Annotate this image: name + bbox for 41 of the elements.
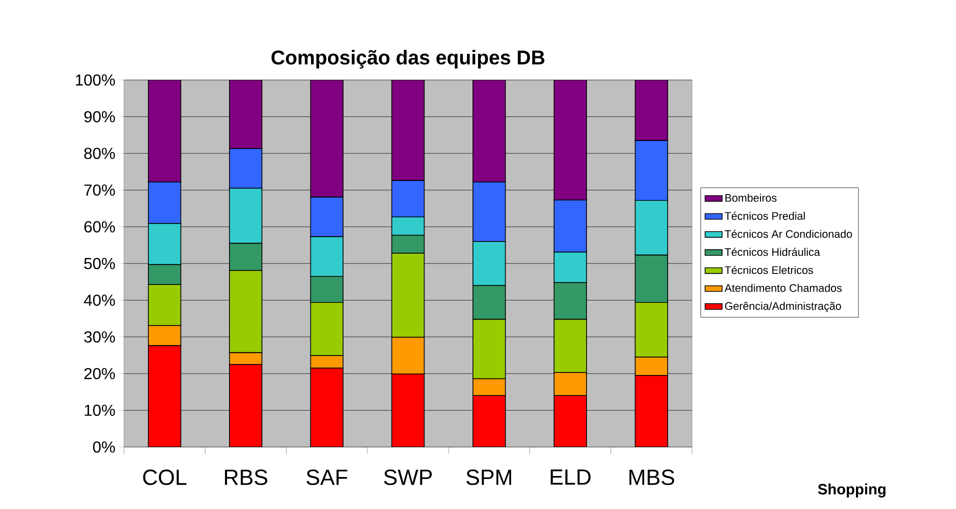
legend-label: Atendimento Chamados xyxy=(724,284,842,292)
bar xyxy=(391,80,425,181)
y-tick-label: 70% xyxy=(84,184,115,196)
text: Shopping xyxy=(818,484,886,498)
bar xyxy=(148,345,182,448)
bar xyxy=(148,80,182,182)
x-tick-label: RBS xyxy=(224,470,268,486)
x-tick-label: SAF xyxy=(306,470,348,486)
legend-label: Bombeiros xyxy=(725,194,776,202)
bar xyxy=(554,395,587,448)
legend-label: Técnicos Predial xyxy=(724,212,805,220)
bar xyxy=(634,375,668,448)
y-tick-label: 0% xyxy=(93,441,115,453)
bar xyxy=(472,80,506,182)
bar xyxy=(310,368,344,448)
y-tick-label: 100% xyxy=(76,74,115,86)
x-tick-label: COL xyxy=(143,470,186,486)
bar xyxy=(634,80,668,141)
y-tick-label: 50% xyxy=(84,258,115,270)
y-tick-label: 30% xyxy=(84,331,115,343)
y-tick-label: 90% xyxy=(84,111,115,122)
x-tick-label: ELD xyxy=(550,470,591,485)
legend-label: Técnicos Hidráulica xyxy=(724,248,820,256)
legend-label: Técnicos Ar Condicionado xyxy=(724,230,852,238)
y-tick-label: 80% xyxy=(84,148,115,160)
bar xyxy=(472,395,506,448)
legend-label: Técnicos Eletricos xyxy=(724,266,814,274)
y-tick-label: 60% xyxy=(84,221,115,232)
legend-label: Gerência/Administração xyxy=(725,302,841,312)
y-tick-label: 10% xyxy=(84,404,115,416)
y-tick-label: 40% xyxy=(84,294,115,306)
bar xyxy=(554,80,587,200)
bar xyxy=(229,364,262,448)
bar xyxy=(310,80,344,198)
bar xyxy=(229,80,262,150)
x-tick-label: SWP xyxy=(384,470,432,486)
x-tick-label: MBS xyxy=(629,470,674,486)
bar xyxy=(391,374,425,448)
chart-title: Composição das equipes DB xyxy=(272,50,544,69)
y-tick-label: 20% xyxy=(84,368,115,380)
x-tick-label: SPM xyxy=(466,470,512,486)
